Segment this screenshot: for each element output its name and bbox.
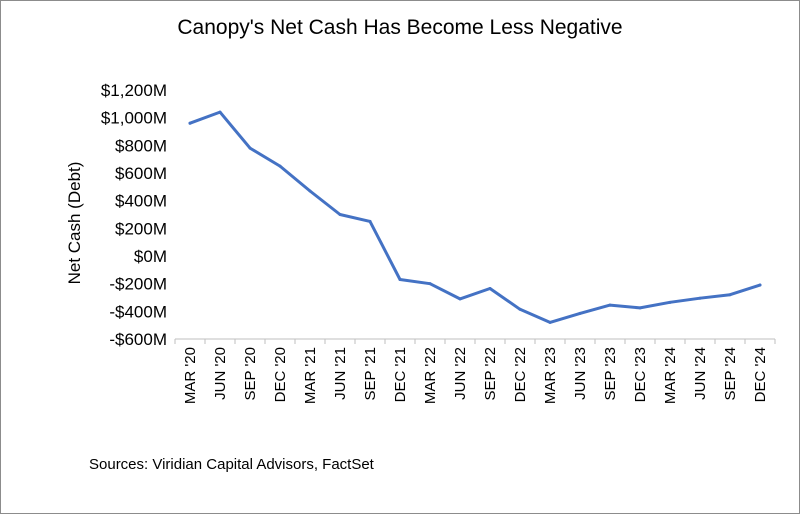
- y-axis: -$600M -$400M -$200M $0M $200M $400M $600M $800…: [101, 81, 167, 349]
- x-tick-label: SEP '22: [482, 347, 499, 400]
- series-group: [188, 110, 762, 324]
- x-tick-label: DEC '20: [272, 347, 289, 402]
- y-tick-label: -$200M: [109, 275, 167, 294]
- x-axis: MAR '20 JUN '20 SEP '20 DEC '20 MAR '21 JUN '…: [174, 338, 776, 404]
- x-tick-label: SEP '20: [242, 347, 259, 400]
- y-tick-label: $1,200M: [101, 81, 167, 100]
- data-point: [308, 189, 312, 193]
- y-tick-label: $400M: [115, 192, 167, 211]
- data-point: [758, 283, 762, 287]
- x-tick-label: DEC '24: [752, 347, 769, 402]
- x-tick-label: MAR '21: [302, 347, 319, 404]
- x-tick-label: JUN '24: [692, 347, 709, 400]
- y-tick-label: $800M: [115, 136, 167, 155]
- data-point: [698, 296, 702, 300]
- x-tick-label: JUN '21: [332, 347, 349, 400]
- x-tick-label: SEP '24: [722, 347, 739, 400]
- data-point: [488, 287, 492, 291]
- x-tick-label: MAR '24: [662, 347, 679, 404]
- data-point: [728, 293, 732, 297]
- x-tick-label: JUN '22: [452, 347, 469, 400]
- data-point: [338, 213, 342, 216]
- data-point: [548, 320, 552, 324]
- data-point: [668, 300, 672, 304]
- source-note: Sources: Viridian Capital Advisors, Fact…: [89, 456, 374, 473]
- data-point: [518, 307, 522, 311]
- data-point: [368, 219, 372, 223]
- data-point: [398, 278, 402, 282]
- data-point: [188, 121, 192, 125]
- chart-title: Canopy's Net Cash Has Become Less Negati…: [177, 16, 623, 39]
- y-tick-label: $600M: [115, 164, 167, 183]
- y-tick-label: -$400M: [109, 302, 167, 321]
- y-axis-label: Net Cash (Debt): [65, 162, 84, 285]
- x-tick-label: JUN '23: [572, 347, 589, 400]
- data-point: [248, 146, 252, 150]
- data-point: [608, 303, 612, 307]
- y-tick-label: -$600M: [109, 330, 167, 349]
- x-tick-label: SEP '23: [602, 347, 619, 400]
- y-tick-label: $200M: [115, 219, 167, 238]
- x-tick-label: MAR '23: [542, 347, 559, 404]
- x-tick-label: JUN '20: [212, 347, 229, 400]
- series-line: [188, 110, 762, 324]
- data-point: [428, 282, 432, 286]
- data-point: [638, 306, 642, 310]
- x-tick-label: MAR '20: [182, 347, 199, 404]
- data-point: [218, 110, 222, 114]
- x-tick-label: DEC '21: [392, 347, 409, 402]
- data-point: [458, 297, 462, 301]
- data-point: [278, 164, 282, 168]
- y-tick-label: $1,000M: [101, 109, 167, 128]
- x-tick-label: DEC '23: [632, 347, 649, 402]
- data-point: [578, 311, 582, 315]
- x-tick-label: DEC '22: [512, 347, 529, 402]
- x-tick-label: MAR '22: [422, 347, 439, 404]
- y-tick-label: $0M: [134, 247, 167, 266]
- x-tick-label: SEP '21: [362, 347, 379, 400]
